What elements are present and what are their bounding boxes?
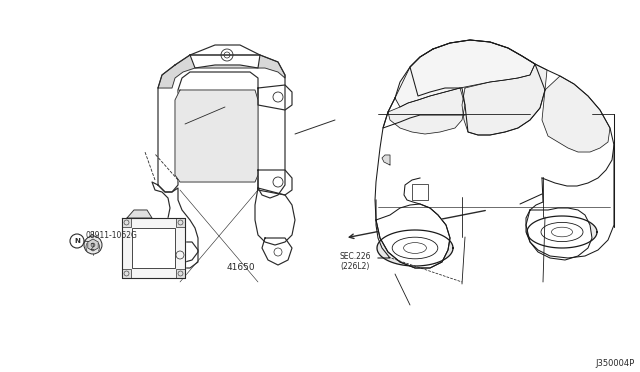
Polygon shape (542, 76, 610, 152)
Polygon shape (527, 216, 597, 248)
Polygon shape (262, 238, 292, 265)
Polygon shape (190, 45, 260, 68)
Polygon shape (526, 208, 592, 260)
Polygon shape (165, 242, 198, 268)
Polygon shape (382, 155, 390, 165)
Text: 41650: 41650 (227, 263, 255, 273)
Bar (412, 184, 428, 200)
Polygon shape (158, 55, 285, 88)
Polygon shape (258, 85, 292, 110)
Text: J350004P: J350004P (596, 359, 635, 368)
Polygon shape (462, 64, 547, 135)
Polygon shape (255, 188, 295, 245)
Bar (176, 269, 185, 278)
Polygon shape (258, 170, 292, 195)
Polygon shape (152, 182, 198, 262)
Polygon shape (388, 88, 465, 134)
Bar (122, 269, 131, 278)
Circle shape (84, 236, 102, 254)
Text: 08911-1062G
( 2 ): 08911-1062G ( 2 ) (85, 231, 137, 252)
Text: N: N (74, 238, 80, 244)
Polygon shape (410, 40, 545, 135)
Polygon shape (376, 204, 450, 268)
Polygon shape (127, 210, 152, 218)
Bar (176, 218, 185, 227)
Circle shape (70, 234, 84, 248)
Polygon shape (175, 90, 258, 182)
Bar (122, 218, 131, 227)
Polygon shape (88, 239, 98, 251)
Circle shape (91, 243, 95, 247)
Bar (132, 228, 175, 268)
Polygon shape (122, 218, 185, 278)
Polygon shape (158, 55, 285, 198)
Polygon shape (395, 40, 535, 107)
Polygon shape (377, 230, 453, 266)
Text: SEC.226
(226L2): SEC.226 (226L2) (340, 252, 371, 272)
